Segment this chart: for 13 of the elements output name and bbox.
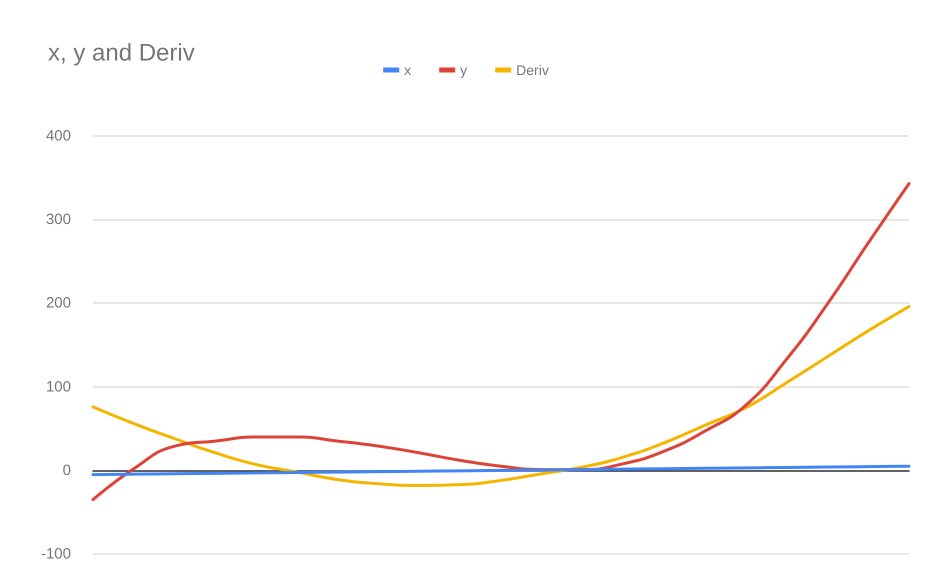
y-tick-label: 0 [62,462,71,479]
legend-label: Deriv [516,62,549,78]
chart-title: x, y and Deriv [48,40,195,66]
y-tick-label: 300 [46,211,71,228]
line-series [92,182,910,502]
line-series [92,464,910,476]
y-tick-label: 100 [46,378,71,396]
line-series [92,305,910,487]
legend-label: x [404,62,412,78]
y-tick-label: 200 [46,294,71,312]
y-tick-label: 400 [46,128,71,144]
y-tick-label: -100 [40,546,71,562]
legend-label: y [460,62,468,78]
